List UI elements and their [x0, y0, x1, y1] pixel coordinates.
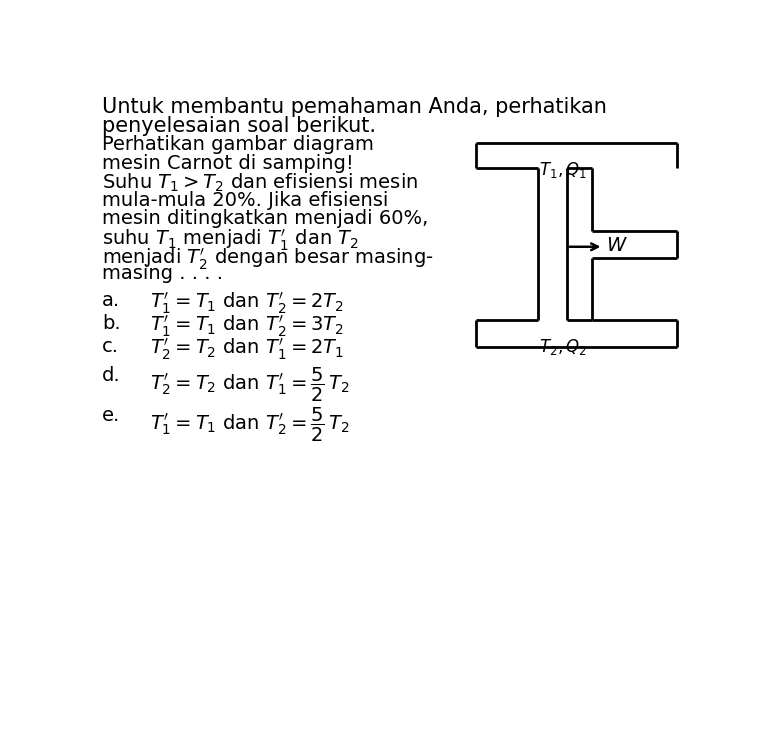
Text: c.: c. [102, 337, 119, 356]
Text: $T_2, Q_2$: $T_2, Q_2$ [539, 337, 587, 357]
Text: b.: b. [102, 313, 120, 333]
Text: d.: d. [102, 366, 120, 385]
Text: $T_2' = T_2$ dan $T_1' = 2T_1$: $T_2' = T_2$ dan $T_1' = 2T_1$ [150, 337, 344, 362]
Text: $W$: $W$ [606, 236, 627, 255]
Text: penyelesaian soal berikut.: penyelesaian soal berikut. [102, 116, 376, 136]
Text: $T_1' = T_1$ dan $T_2' = \dfrac{5}{2}\,T_2$: $T_1' = T_1$ dan $T_2' = \dfrac{5}{2}\,T… [150, 406, 349, 445]
Text: Suhu $T_1 > T_2$ dan efisiensi mesin: Suhu $T_1 > T_2$ dan efisiensi mesin [102, 172, 418, 194]
Text: Untuk membantu pemahaman Anda, perhatikan: Untuk membantu pemahaman Anda, perhatika… [102, 96, 607, 116]
Text: $T_1, Q_1$: $T_1, Q_1$ [539, 160, 587, 180]
Text: $T_2' = T_2$ dan $T_1' = \dfrac{5}{2}\,T_2$: $T_2' = T_2$ dan $T_1' = \dfrac{5}{2}\,T… [150, 366, 349, 404]
Text: masing . . . .: masing . . . . [102, 265, 223, 284]
Text: Perhatikan gambar diagram: Perhatikan gambar diagram [102, 135, 374, 154]
Text: suhu $T_1$ menjadi $T_1'$ dan $T_2$: suhu $T_1$ menjadi $T_1'$ dan $T_2$ [102, 227, 358, 253]
Text: mesin Carnot di samping!: mesin Carnot di samping! [102, 153, 354, 173]
Text: $T_1' = T_1$ dan $T_2' = 2T_2$: $T_1' = T_1$ dan $T_2' = 2T_2$ [150, 290, 344, 316]
Text: a.: a. [102, 290, 120, 310]
Text: menjadi $T_2'$ dengan besar masing-: menjadi $T_2'$ dengan besar masing- [102, 246, 434, 271]
Text: $T_1' = T_1$ dan $T_2' = 3T_2$: $T_1' = T_1$ dan $T_2' = 3T_2$ [150, 313, 344, 339]
Text: e.: e. [102, 406, 120, 425]
Text: mesin ditingkatkan menjadi 60%,: mesin ditingkatkan menjadi 60%, [102, 209, 428, 228]
Text: mula-mula 20%. Jika efisiensi: mula-mula 20%. Jika efisiensi [102, 190, 388, 210]
